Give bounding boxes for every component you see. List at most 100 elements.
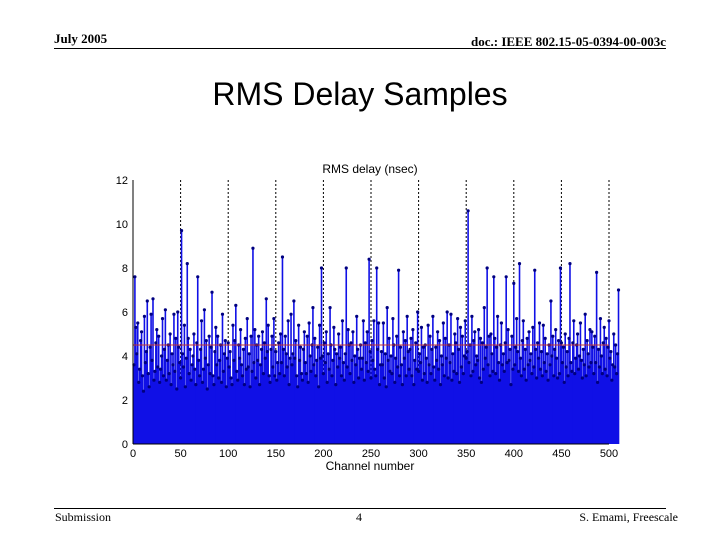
- stem-marker: [574, 356, 578, 360]
- stem-marker: [399, 363, 404, 367]
- stem-marker: [565, 350, 569, 354]
- stem-marker: [461, 372, 465, 376]
- stem-marker: [545, 352, 549, 356]
- stem-marker: [315, 358, 319, 362]
- stem-marker: [602, 325, 606, 329]
- stem-marker: [487, 334, 491, 338]
- x-tick-label: 350: [457, 448, 475, 460]
- stem-marker: [360, 356, 365, 360]
- stem-marker: [398, 345, 403, 349]
- stem-marker: [457, 380, 462, 384]
- stem-marker: [163, 308, 167, 312]
- y-tick-label: 0: [122, 439, 128, 451]
- y-tick-labels: 0 2 4 6 8 10 12: [116, 175, 128, 451]
- stem-marker: [475, 354, 479, 358]
- stem-marker: [139, 330, 144, 334]
- stem-marker: [524, 378, 528, 382]
- stem-marker: [373, 367, 377, 371]
- stem-marker: [455, 372, 459, 376]
- stem-marker: [580, 376, 584, 380]
- stem-marker: [288, 356, 292, 360]
- stem-marker: [438, 383, 443, 387]
- stem-marker: [388, 369, 392, 373]
- stem-marker: [257, 334, 261, 338]
- stem-marker: [199, 319, 204, 323]
- stem-marker: [191, 354, 195, 358]
- stem-marker: [286, 319, 290, 323]
- stem-marker: [333, 347, 337, 351]
- stem-marker: [238, 356, 242, 360]
- stem-marker: [560, 361, 564, 365]
- stem-marker: [394, 356, 398, 360]
- stem-marker: [449, 312, 453, 316]
- stem-marker: [264, 297, 268, 301]
- stem-marker: [247, 352, 251, 356]
- stem-marker: [539, 350, 544, 354]
- stem-marker: [137, 380, 141, 384]
- stem-marker: [428, 334, 432, 338]
- stem-marker: [356, 347, 360, 351]
- stem-marker: [555, 356, 559, 360]
- stem-marker: [495, 345, 499, 349]
- stem-marker: [496, 361, 501, 365]
- stem-marker: [595, 270, 599, 274]
- stem-marker: [138, 367, 142, 371]
- stem-marker: [177, 345, 181, 349]
- stem-marker: [221, 369, 226, 373]
- stem-marker: [180, 352, 185, 356]
- stem-marker: [529, 352, 533, 356]
- stem-marker: [559, 341, 564, 345]
- stem-marker: [170, 352, 174, 356]
- stem-marker: [210, 290, 214, 294]
- stem-marker: [433, 378, 437, 382]
- stem-marker: [420, 378, 425, 382]
- stem-marker: [318, 356, 323, 360]
- stem-marker: [546, 378, 550, 382]
- stem-marker: [278, 372, 282, 376]
- stem-marker: [569, 361, 573, 365]
- stem-marker: [572, 319, 576, 323]
- stem-marker: [477, 376, 482, 380]
- stem-marker: [598, 317, 603, 321]
- stem-marker: [320, 354, 325, 358]
- stem-marker: [584, 374, 588, 378]
- x-tick-label: 400: [505, 448, 523, 460]
- stem-marker: [284, 352, 288, 356]
- stem-marker: [162, 347, 167, 351]
- x-tick-label: 50: [174, 448, 186, 460]
- stem-marker: [308, 354, 312, 358]
- stem-marker: [450, 378, 454, 382]
- stem-marker: [179, 229, 184, 233]
- stem-marker: [350, 358, 354, 362]
- stem-marker: [417, 369, 421, 373]
- stem-marker: [458, 325, 463, 329]
- stem-marker: [421, 345, 425, 349]
- stem-marker: [152, 378, 156, 382]
- stem-marker: [159, 354, 164, 358]
- stem-marker: [141, 389, 146, 393]
- stem-marker: [431, 314, 435, 318]
- stem-marker: [197, 358, 201, 362]
- stem-marker: [313, 336, 317, 340]
- stem-marker: [454, 341, 458, 345]
- stem-marker: [570, 369, 574, 373]
- header-date: July 2005: [54, 31, 108, 46]
- stem-marker: [371, 358, 375, 362]
- stem-marker: [385, 306, 389, 310]
- stem-marker: [374, 374, 378, 378]
- stem-marker: [139, 339, 143, 343]
- stem-marker: [153, 369, 157, 373]
- stem-marker: [365, 330, 369, 334]
- stem-marker: [404, 374, 408, 378]
- stem-marker: [585, 339, 589, 343]
- stem-marker: [500, 363, 504, 367]
- stem-marker: [211, 374, 215, 378]
- stem-marker: [390, 372, 394, 376]
- stem-marker: [543, 336, 547, 340]
- stem-marker: [337, 356, 342, 360]
- stem-marker: [339, 374, 344, 378]
- stem-marker: [473, 330, 477, 334]
- stem-marker: [601, 341, 605, 345]
- stem-marker: [352, 380, 356, 384]
- stem-marker: [324, 330, 328, 334]
